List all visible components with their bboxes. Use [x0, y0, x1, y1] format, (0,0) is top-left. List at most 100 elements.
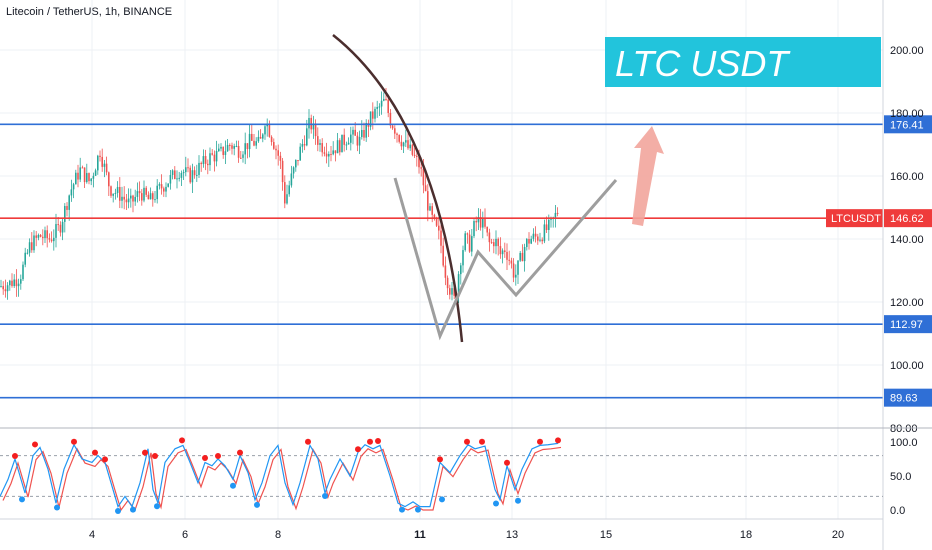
- stoch-tick-label: 100.0: [890, 437, 918, 449]
- candle-body: [323, 152, 326, 154]
- stoch-top-dot: [12, 453, 18, 459]
- candle-body: [79, 167, 81, 180]
- candle-body: [286, 194, 288, 204]
- candle-body: [39, 234, 42, 237]
- candle-body: [26, 252, 29, 254]
- candle-body: [356, 135, 359, 146]
- candle-body: [515, 274, 517, 278]
- candle-body: [484, 218, 486, 227]
- price-tick-label: 100.00: [890, 360, 924, 372]
- level-tag-label: 176.41: [890, 119, 924, 131]
- candle-body: [255, 141, 257, 146]
- candle-body: [429, 206, 431, 211]
- stoch-top-dot: [179, 437, 185, 444]
- candle-body: [28, 242, 31, 253]
- candle-body: [61, 221, 64, 233]
- candle-body: [281, 160, 284, 183]
- stoch-top-dot: [202, 455, 208, 462]
- stoch-bottom-dot: [154, 503, 160, 510]
- candle-body: [475, 221, 477, 223]
- candle-body: [350, 134, 352, 143]
- candle-body: [440, 230, 442, 246]
- candle-body: [530, 238, 532, 244]
- candle-body: [497, 238, 499, 247]
- candle-body: [374, 108, 376, 119]
- stoch-d-line: [2, 446, 562, 512]
- candle-body: [336, 140, 339, 154]
- candle-body: [136, 191, 139, 197]
- candle-body: [59, 224, 62, 233]
- candle-body: [77, 172, 79, 180]
- stoch-top-dot: [102, 456, 108, 463]
- candle-body: [510, 260, 513, 264]
- candle-body: [119, 186, 121, 201]
- candle-body: [244, 143, 246, 155]
- chart-title: Litecoin / TetherUS, 1h, BINANCE: [6, 6, 173, 18]
- banner-text: LTC USDT: [615, 43, 791, 84]
- level-tag: [884, 115, 932, 134]
- candle-body: [372, 111, 374, 119]
- candle-body: [301, 144, 304, 147]
- candle-body: [471, 236, 473, 252]
- candle-body: [275, 148, 277, 151]
- candle-body: [284, 182, 286, 204]
- candle-body: [75, 172, 77, 185]
- stoch-top-dot: [375, 438, 381, 445]
- candle-body: [248, 133, 251, 150]
- candle-body: [303, 144, 306, 146]
- candle-body: [200, 162, 202, 165]
- candle-body: [330, 154, 332, 156]
- w-pattern-line: [393, 177, 618, 341]
- candle-body: [411, 144, 414, 155]
- candle-body: [504, 250, 506, 252]
- stoch-bottom-dot: [399, 506, 405, 513]
- stoch-bottom-dot: [493, 500, 499, 507]
- stoch-top-dot: [92, 449, 98, 456]
- candle-body: [242, 154, 244, 158]
- candle-body: [358, 137, 361, 146]
- candle-body: [143, 187, 145, 201]
- candle-body: [198, 162, 200, 175]
- candle-body: [237, 145, 240, 158]
- candle-body: [407, 140, 409, 149]
- candle-body: [402, 142, 405, 147]
- candle-body: [506, 251, 508, 260]
- symbol-tag: [826, 209, 883, 228]
- candle-body: [187, 167, 189, 169]
- candle-body: [413, 154, 416, 156]
- candle-body: [191, 170, 194, 183]
- candle-body: [6, 285, 9, 292]
- candle-body: [539, 239, 541, 241]
- stoch-top-dot: [437, 456, 443, 463]
- candle-body: [90, 178, 92, 182]
- candle-body: [50, 239, 53, 242]
- candle-body: [123, 196, 125, 200]
- candle-body: [235, 145, 238, 147]
- candle-body: [332, 150, 334, 155]
- candle-body: [290, 173, 293, 186]
- candle-body: [482, 218, 484, 228]
- candle-body: [57, 224, 59, 226]
- candle-body: [391, 125, 394, 129]
- candle-body: [13, 279, 15, 287]
- candle-body: [385, 98, 387, 100]
- candle-body: [226, 144, 229, 152]
- candle-body: [365, 123, 367, 138]
- candle-body: [185, 167, 187, 173]
- candle-body: [268, 124, 271, 137]
- candle-body: [427, 191, 429, 211]
- candle-body: [233, 146, 235, 149]
- candle-body: [517, 260, 519, 275]
- candle-body: [99, 155, 101, 157]
- candle-body: [363, 130, 365, 138]
- candle-body: [396, 133, 398, 136]
- candle-body: [86, 173, 88, 183]
- time-axis: 4 6 8 11 13 15 18 20: [89, 529, 844, 541]
- price-tick-label: 140.00: [890, 234, 924, 246]
- candle-body: [11, 280, 13, 287]
- candle-body: [108, 172, 110, 187]
- candle-body: [292, 167, 295, 174]
- candle-body: [446, 277, 449, 289]
- candle-body: [288, 185, 290, 195]
